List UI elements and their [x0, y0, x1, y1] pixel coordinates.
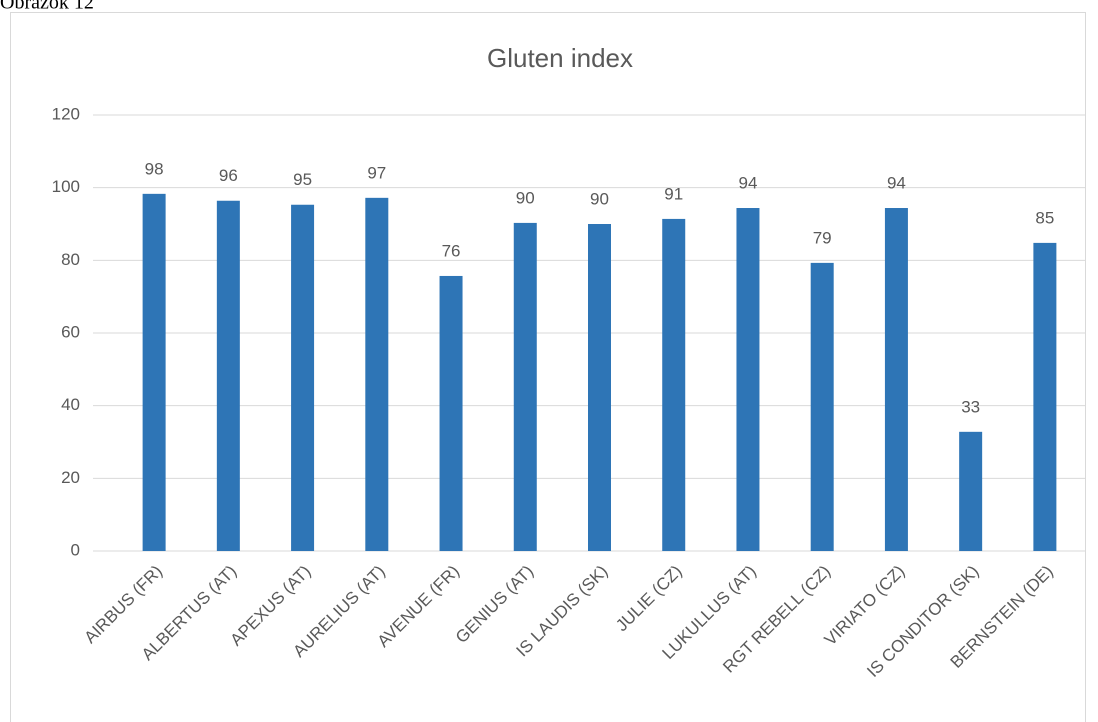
bar [216, 200, 240, 551]
caption: Obrázok 12 [0, 0, 94, 14]
y-tick-label: 120 [52, 104, 80, 123]
value-label: 90 [590, 189, 609, 208]
bar [291, 204, 315, 551]
y-tick-label: 80 [61, 250, 80, 269]
value-label: 90 [516, 188, 535, 207]
y-tick-label: 0 [71, 540, 80, 559]
bar [736, 208, 760, 551]
value-label: 94 [739, 173, 758, 192]
value-label: 97 [367, 163, 386, 182]
bar [513, 222, 537, 551]
value-label: 79 [813, 228, 832, 247]
y-tick-label: 40 [61, 395, 80, 414]
bar [439, 275, 463, 551]
bar [884, 208, 908, 551]
bar [365, 197, 389, 551]
value-label: 94 [887, 173, 906, 192]
bar [1033, 242, 1057, 552]
bar [588, 224, 611, 551]
chart-title: Gluten index [487, 43, 633, 73]
value-label: 33 [961, 397, 980, 416]
bar [142, 193, 166, 552]
value-label: 96 [219, 166, 238, 185]
value-label: 91 [664, 184, 683, 203]
value-label: 98 [145, 159, 164, 178]
y-tick-label: 60 [61, 322, 80, 341]
value-label: 85 [1035, 208, 1054, 227]
y-tick-label: 100 [52, 177, 80, 196]
y-tick-label: 20 [61, 468, 80, 487]
bar [662, 218, 686, 551]
bar [810, 262, 834, 551]
bar [959, 431, 983, 551]
value-label: 95 [293, 170, 312, 189]
value-label: 76 [442, 241, 461, 260]
